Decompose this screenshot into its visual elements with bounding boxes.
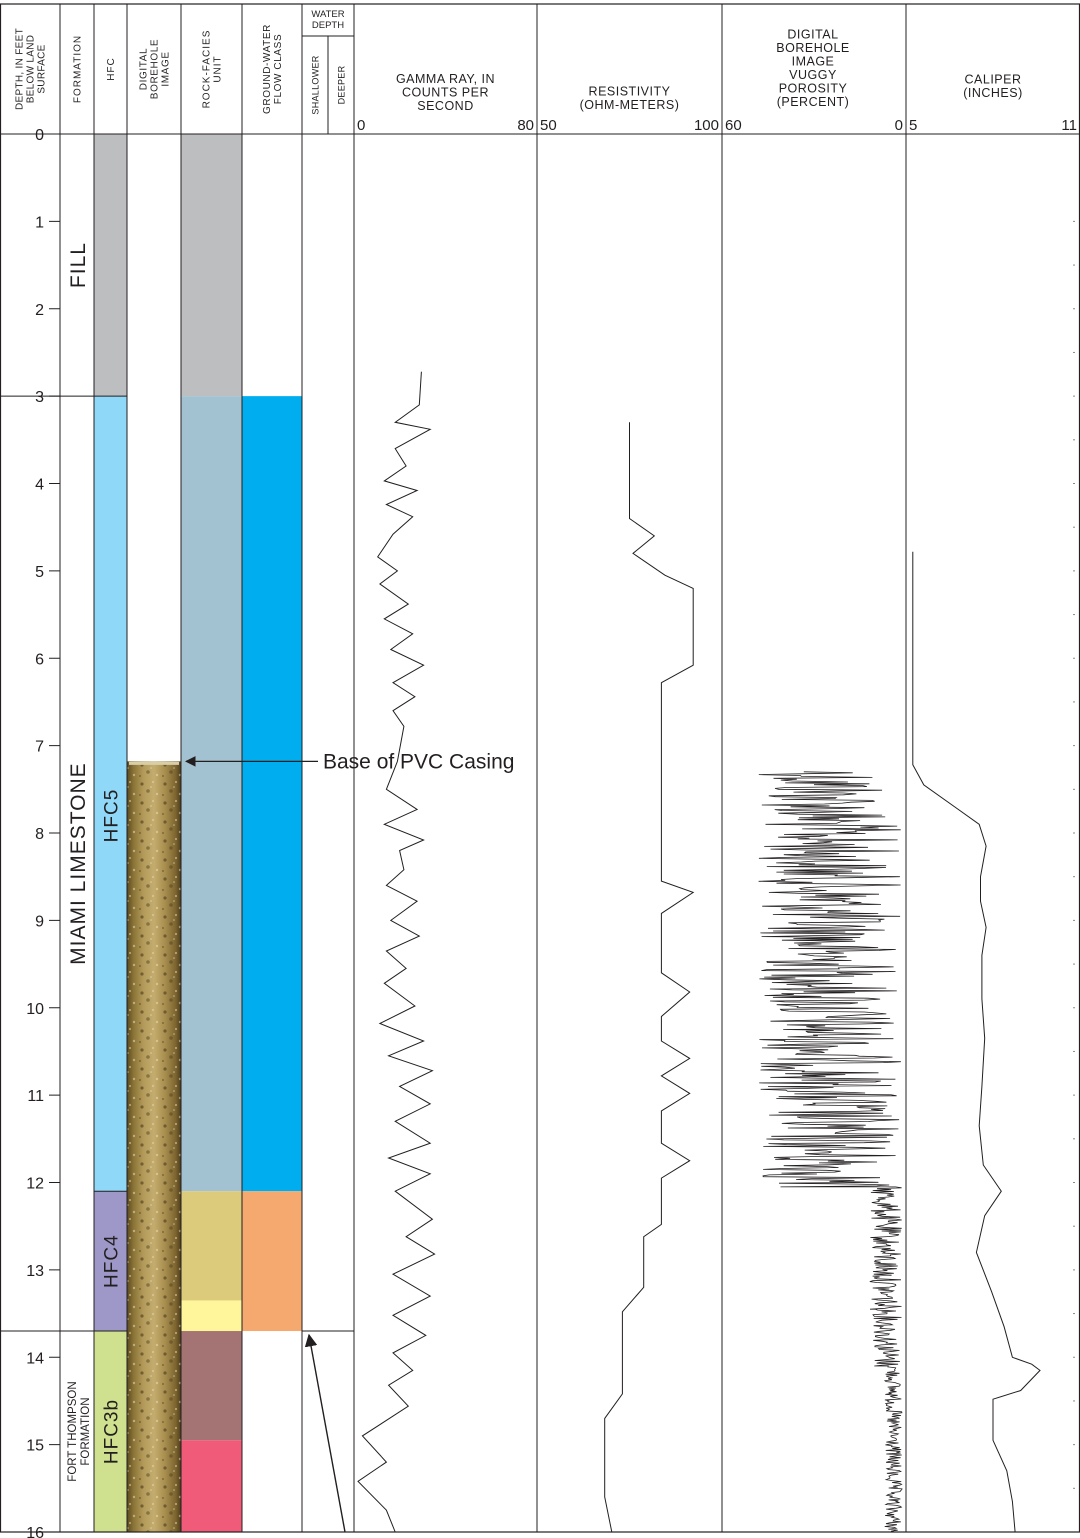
hfc-unit-3 bbox=[94, 1331, 127, 1532]
depth-tick-label-11: 11 bbox=[27, 1088, 44, 1105]
rock-facies-unit-5 bbox=[181, 1440, 242, 1532]
header-resistivity-1: (OHM-METERS) bbox=[580, 98, 680, 112]
flow-class-unit-1 bbox=[242, 1191, 302, 1332]
header-water-deeper: DEEPER bbox=[337, 65, 347, 104]
hfc-unit-0 bbox=[94, 134, 127, 397]
track-headers: DEPTH, IN FEET BELOW LAND SURFACE FORMATION… bbox=[15, 9, 1023, 115]
header-gamma-1: COUNTS PER bbox=[402, 86, 489, 100]
track-resistivity-scale-min: 50 bbox=[540, 117, 557, 134]
depth-tick-label-5: 5 bbox=[35, 564, 44, 581]
header-gamma-0: GAMMA RAY, IN bbox=[396, 72, 495, 86]
depth-tick-label-0: 0 bbox=[35, 127, 44, 144]
casing-label: Base of PVC Casing bbox=[323, 750, 514, 773]
track-porosity-scale-min: 60 bbox=[725, 117, 742, 134]
header-rock-facies-0: ROCK-FACIES bbox=[202, 30, 213, 109]
log-tracks: 0 80 50 100 60 0 5 11 bbox=[357, 117, 1077, 1533]
rock-facies-unit-1 bbox=[181, 396, 242, 1192]
header-porosity-2: IMAGE bbox=[792, 55, 835, 69]
formation-column: FILL MIAMI LIMESTONE FORT THOMPSON FORMATIO… bbox=[67, 242, 92, 1482]
header-rock-facies-1: UNIT bbox=[213, 55, 224, 82]
header-water-depth-0: WATER bbox=[311, 9, 344, 20]
depth-tick-label-13: 13 bbox=[26, 1263, 44, 1280]
header-porosity-4: POROSITY bbox=[779, 82, 848, 96]
depth-tick-label-9: 9 bbox=[35, 913, 44, 930]
hfc-column: HFC5 HFC4 HFC3b bbox=[94, 134, 127, 1532]
header-depth-0: DEPTH, IN FEET bbox=[15, 28, 26, 110]
rock-facies-unit-4 bbox=[181, 1331, 242, 1441]
hfc-label-3: HFC3b bbox=[102, 1399, 123, 1464]
track-gamma-scale-min: 0 bbox=[357, 117, 365, 134]
rock-facies-unit-0 bbox=[181, 134, 242, 397]
hfc-label-2: HFC4 bbox=[102, 1234, 123, 1288]
header-water-depth-1: DEPTH bbox=[312, 20, 344, 31]
track-caliper-scale-max: 11 bbox=[1061, 117, 1077, 134]
rock-facies-unit-2 bbox=[181, 1191, 242, 1301]
formation-label-2: FORT THOMPSON bbox=[67, 1381, 79, 1481]
header-porosity-1: BOREHOLE bbox=[776, 41, 849, 55]
depth-tick-label-12: 12 bbox=[26, 1176, 44, 1193]
header-porosity-5: (PERCENT) bbox=[777, 95, 850, 109]
depth-tick-label-3: 3 bbox=[35, 389, 44, 406]
flow-class-column bbox=[242, 396, 302, 1332]
depth-tick-label-14: 14 bbox=[26, 1350, 44, 1367]
header-hfc-0: HFC bbox=[106, 57, 117, 81]
formation-label2-2: FORMATION bbox=[80, 1397, 92, 1465]
borehole-image-texture bbox=[127, 761, 181, 1532]
track-resistivity-scale-max: 100 bbox=[694, 117, 719, 134]
track-porosity-scale-max: 0 bbox=[895, 117, 903, 134]
depth-tick-label-16: 16 bbox=[26, 1525, 44, 1538]
header-borehole-image-2: IMAGE bbox=[161, 51, 172, 86]
header-formation-0: FORMATION bbox=[73, 35, 84, 103]
annotations: Base of PVC Casing bbox=[184, 750, 514, 1533]
depth-tick-label-4: 4 bbox=[35, 477, 44, 494]
header-flow-class-0: GROUND-WATER bbox=[262, 24, 273, 114]
depth-tick-label-6: 6 bbox=[35, 651, 44, 668]
track-porosity-trace bbox=[758, 771, 903, 1533]
track-caliper-scale-min: 5 bbox=[909, 117, 917, 134]
header-flow-class-1: FLOW CLASS bbox=[273, 34, 284, 104]
header-borehole-image-0: DIGITAL bbox=[139, 48, 150, 90]
hfc-unit-2 bbox=[94, 1191, 127, 1332]
hfc-unit-1 bbox=[94, 396, 127, 1192]
depth-tick-label-15: 15 bbox=[26, 1438, 44, 1455]
header-porosity-3: VUGGY bbox=[789, 68, 837, 82]
depth-tick-label-8: 8 bbox=[35, 826, 44, 843]
depth-tick-label-2: 2 bbox=[35, 302, 44, 319]
formation-label-0: FILL bbox=[67, 242, 90, 288]
rock-facies-column bbox=[181, 134, 242, 1532]
depth-tick-label-1: 1 bbox=[35, 214, 44, 231]
track-gamma-scale-max: 80 bbox=[517, 117, 534, 134]
header-depth-1: BELOW LAND bbox=[26, 35, 37, 104]
water-depth-arrow bbox=[304, 1333, 346, 1533]
header-porosity-0: DIGITAL bbox=[787, 28, 838, 42]
hfc-label-1: HFC5 bbox=[102, 789, 123, 843]
header-water-shallower: SHALLOWER bbox=[311, 55, 321, 114]
flow-class-unit-0 bbox=[242, 396, 302, 1192]
header-gamma-2: SECOND bbox=[417, 99, 473, 113]
track-caliper-curve bbox=[912, 551, 1041, 1533]
header-borehole-image-1: BOREHOLE bbox=[150, 39, 161, 99]
header-caliper-0: CALIPER bbox=[965, 73, 1022, 87]
header-caliper-1: (INCHES) bbox=[963, 86, 1023, 100]
depth-tick-label-10: 10 bbox=[26, 1001, 44, 1018]
header-resistivity-0: RESISTIVITY bbox=[589, 85, 671, 99]
track-gamma-curve bbox=[357, 371, 436, 1533]
header-depth-2: SURFACE bbox=[37, 44, 48, 93]
formation-label-1: MIAMI LIMESTONE bbox=[67, 762, 90, 964]
borehole-image-column bbox=[127, 761, 181, 1532]
depth-tick-label-7: 7 bbox=[35, 739, 44, 756]
rock-facies-unit-3 bbox=[181, 1300, 242, 1332]
track-resistivity-curve bbox=[604, 422, 695, 1533]
